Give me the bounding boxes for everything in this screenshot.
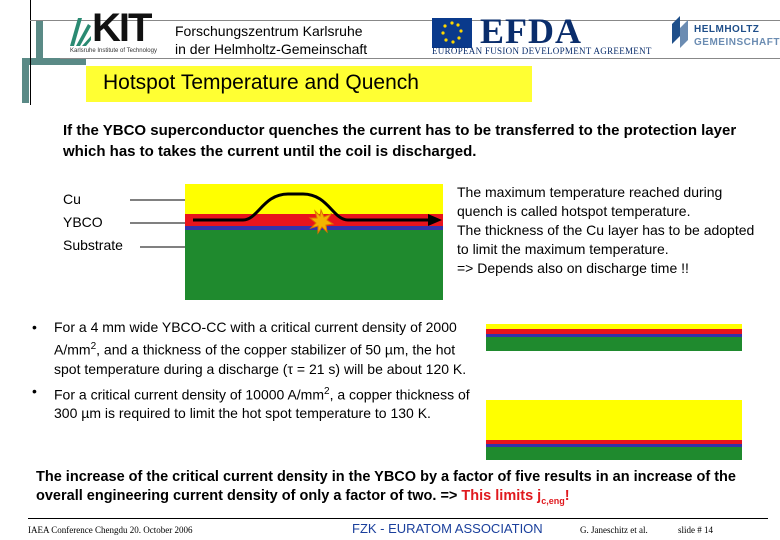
conclusion-subscript: c,eng [541,495,565,506]
hotspot-star-icon [308,208,335,235]
decor-bar-mid [36,58,86,65]
intro-paragraph: If the YBCO superconductor quenches the … [63,122,737,160]
institution-name: Forschungszentrum Karlsruhe in der Helmh… [175,22,425,58]
description-line1: The maximum temperature reached during q… [457,184,723,219]
copper-layer [185,184,443,214]
title-box: Hotspot Temperature and Quench [86,66,532,102]
helmholtz-logo: HELMHOLTZ GEMEINSCHAFT [668,14,780,54]
efda-logo: EFDA EUROPEAN FUSION DEVELOPMENT AGREEME… [432,11,662,58]
bullet-4mm: For a 4 mm wide YBCO-CC with a critical … [28,318,480,379]
buffer-layer-thick [486,444,742,447]
kit-logo: KIT Karlsruhe Institute of Technology [68,6,160,56]
eu-flag-icon [432,18,472,48]
current-path-arrow [193,192,428,222]
decor-bar-low [22,58,50,65]
description-line3: => Depends also on discharge time !! [457,260,689,276]
helmholtz-emblem-icon [672,16,688,48]
institution-line2: in der Helmholtz-Gemeinschaft [175,41,368,57]
bullet-10000: For a critical current density of 10000 … [28,382,480,424]
efda-logo-subtitle: EUROPEAN FUSION DEVELOPMENT AGREEMENT [432,46,652,56]
buffer-layer [185,226,443,230]
decor-bar-left [22,58,29,103]
decor-line-horiz [30,20,780,21]
page-title: Hotspot Temperature and Quench [103,71,419,94]
substrate-layer [185,230,443,300]
copper-layer-thin [486,324,742,329]
conclusion-end: ! [564,488,570,504]
label-cu: Cu [63,191,81,207]
footer-slide-number: slide # 14 [678,525,713,535]
helmholtz-line1: HELMHOLTZ [694,24,760,35]
substrate-layer-thin [486,337,742,351]
conductor-300um [486,400,742,460]
buffer-layer-thin [486,334,742,337]
kit-logo-text: KIT [92,6,152,50]
ybco-layer-thick [486,440,742,444]
copper-layer-thick [486,400,742,440]
conductor-50um [486,324,742,351]
hotspot-description: The maximum temperature reached during q… [457,183,767,278]
conclusion-paragraph: The increase of the critical current den… [36,468,766,511]
conclusion-highlight: This limits j [461,488,542,504]
hotspot-diagram [130,184,443,300]
footer-author: G. Janeschitz et al. [580,525,648,535]
label-substrate: Substrate [63,237,123,253]
kit-emblem-icon [70,18,91,46]
decor-bar-top [36,20,43,62]
efda-logo-text: EFDA [480,11,582,51]
arrow-head-icon [428,214,442,226]
decor-line-vert [30,0,31,105]
label-ybco: YBCO [63,214,103,230]
substrate-layer-thick [486,447,742,460]
description-line2: The thickness of the Cu layer has to be … [457,222,755,257]
kit-logo-subtitle: Karlsruhe Institute of Technology [70,48,157,54]
layer-labels: Cu YBCO Substrate [63,188,153,257]
institution-line1: Forschungszentrum Karlsruhe [175,23,363,39]
footer-conference: IAEA Conference Chengdu 20. October 2006 [28,525,193,535]
decor-line-horiz2 [60,58,780,59]
ybco-layer-thin [486,329,742,334]
footer-association: FZK - EURATOM ASSOCIATION [352,521,543,536]
footer-divider [28,518,768,519]
helmholtz-line2: GEMEINSCHAFT [694,37,780,48]
conclusion-text: The increase of the critical current den… [36,469,736,504]
bullet-list: For a 4 mm wide YBCO-CC with a critical … [28,318,480,426]
